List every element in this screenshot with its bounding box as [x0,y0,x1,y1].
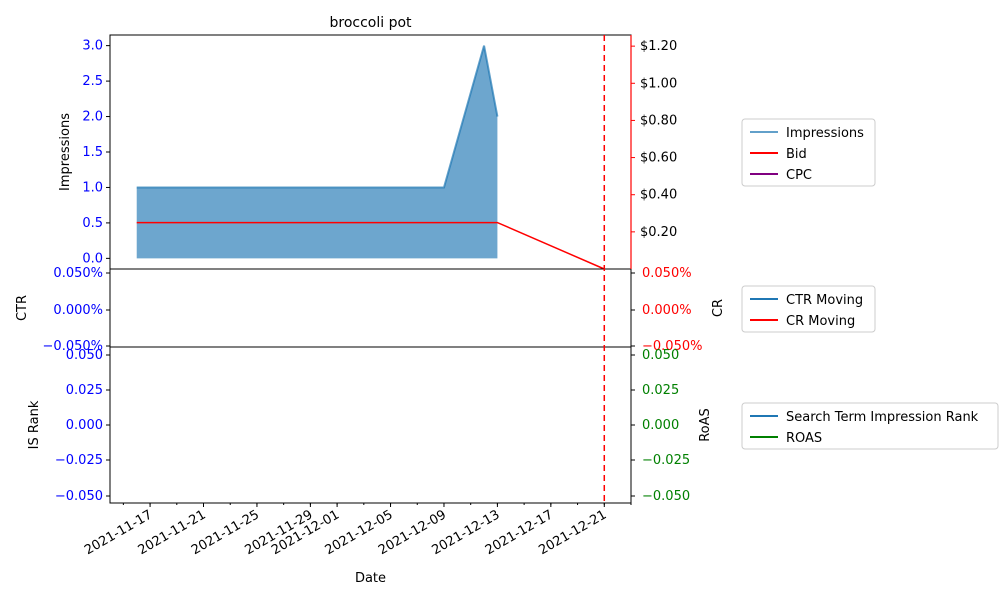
mid-left-tick-label: −0.050% [43,339,103,354]
bot-right-tick-label: 0.000 [642,418,679,433]
mid-left-tick-label: 0.050% [53,266,103,281]
bot-left-tick-label: −0.025 [55,453,103,468]
chart-title: broccoli pot [329,15,412,31]
bot-left-tick-label: −0.050 [55,489,103,504]
impressions-area [136,45,498,259]
mid-left-tick-label: 0.000% [53,303,103,318]
x-axis-label: Date [355,571,386,586]
bot-legend [741,402,999,450]
bot-right-tick-label: 0.050 [642,348,679,363]
mid-right-tick-label: 0.050% [642,266,692,281]
mid-legend-label: CTR Moving [786,293,863,308]
top-left-tick-label: 1.0 [82,180,103,195]
middle-axes-frame [109,268,632,348]
top-ylabel: Impressions [58,113,73,191]
bottom-axes-frame [109,346,632,504]
bot-legend-label: ROAS [786,431,822,446]
mid-legend-label: CR Moving [786,314,855,329]
top-right-tick-label: $0.60 [640,151,677,166]
top-right-tick-label: $1.20 [640,39,677,54]
top-left-tick-label: 2.0 [82,110,103,125]
top-legend [741,118,876,187]
bot-legend-label: Search Term Impression Rank [786,410,979,425]
top-right-tick-label: $1.00 [640,76,677,91]
impressions-line [136,45,499,189]
top-left-tick-label: 0.0 [82,251,103,266]
top-legend-label: Bid [786,147,807,162]
mid-right-tick-label: −0.050% [642,339,702,354]
bot-left-tick-label: 0.050 [66,348,103,363]
bot-right-tick-label: −0.025 [642,453,690,468]
top-left-tick-label: 1.5 [82,145,103,160]
top-left-tick-label: 3.0 [82,39,103,54]
bid-line [136,221,605,270]
top-legend-label: CPC [786,168,812,183]
top-legend-label: Impressions [786,126,864,141]
mid-right-tick-label: 0.000% [642,303,692,318]
top-right-tick-label: $0.80 [640,113,677,128]
top-left-tick-label: 2.5 [82,74,103,89]
bot-right-tick-label: −0.050 [642,489,690,504]
bot-ylabel: IS Rank [27,400,42,449]
top-right-tick-label: $0.40 [640,188,677,203]
bot-left-tick-label: 0.000 [66,418,103,433]
mid-ylabel: CTR [15,295,30,321]
bot-ylabel-right: RoAS [698,408,713,442]
mid-ylabel-right: CR [711,299,726,317]
top-left-tick-label: 0.5 [82,216,103,231]
bot-left-tick-label: 0.025 [66,383,103,398]
top-right-tick-label: $0.20 [640,225,677,240]
bot-right-tick-label: 0.025 [642,383,679,398]
